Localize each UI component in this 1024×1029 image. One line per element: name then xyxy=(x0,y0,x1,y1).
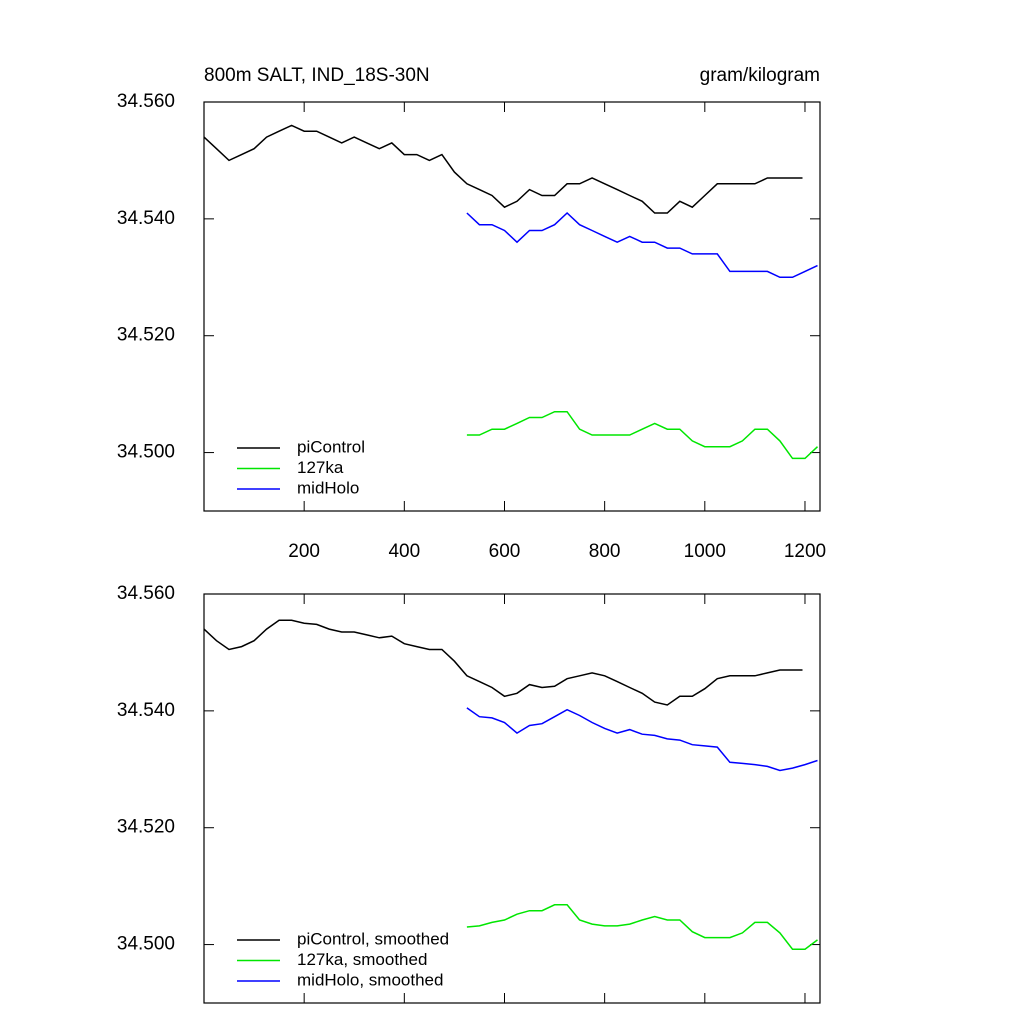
legend-label: piControl xyxy=(297,437,365,456)
legend-label: 127ka xyxy=(297,458,344,477)
data-line xyxy=(466,211,818,279)
legend-label: midHolo, smoothed xyxy=(297,970,443,989)
y-tick-label: 34.560 xyxy=(117,583,175,604)
chart-title: 800m SALT, IND_18S-30N xyxy=(204,65,430,86)
data-line xyxy=(203,124,803,214)
data-line xyxy=(466,707,818,772)
y-tick-label: 34.500 xyxy=(117,442,175,463)
data-line xyxy=(203,619,803,706)
legend-label: midHolo xyxy=(297,478,359,497)
data-line xyxy=(466,410,819,460)
y-tick-label: 34.540 xyxy=(117,208,175,229)
x-tick-label: 600 xyxy=(489,541,521,562)
plot-frame xyxy=(203,593,821,1004)
y-tick-label: 34.520 xyxy=(117,817,175,838)
x-tick-label: 1200 xyxy=(784,541,826,562)
x-tick-label: 400 xyxy=(388,541,420,562)
x-tick-label: 800 xyxy=(589,541,621,562)
y-tick-label: 34.560 xyxy=(117,91,175,112)
legend-label: 127ka, smoothed xyxy=(297,950,427,969)
x-tick-label: 1000 xyxy=(684,541,726,562)
y-tick-label: 34.520 xyxy=(117,325,175,346)
data-line xyxy=(466,904,818,950)
y-tick-label: 34.500 xyxy=(117,934,175,955)
legend-label: piControl, smoothed xyxy=(297,929,449,948)
y-tick-label: 34.540 xyxy=(117,700,175,721)
units-label: gram/kilogram xyxy=(700,65,820,86)
plot-frame xyxy=(203,101,821,512)
x-tick-label: 200 xyxy=(288,541,320,562)
